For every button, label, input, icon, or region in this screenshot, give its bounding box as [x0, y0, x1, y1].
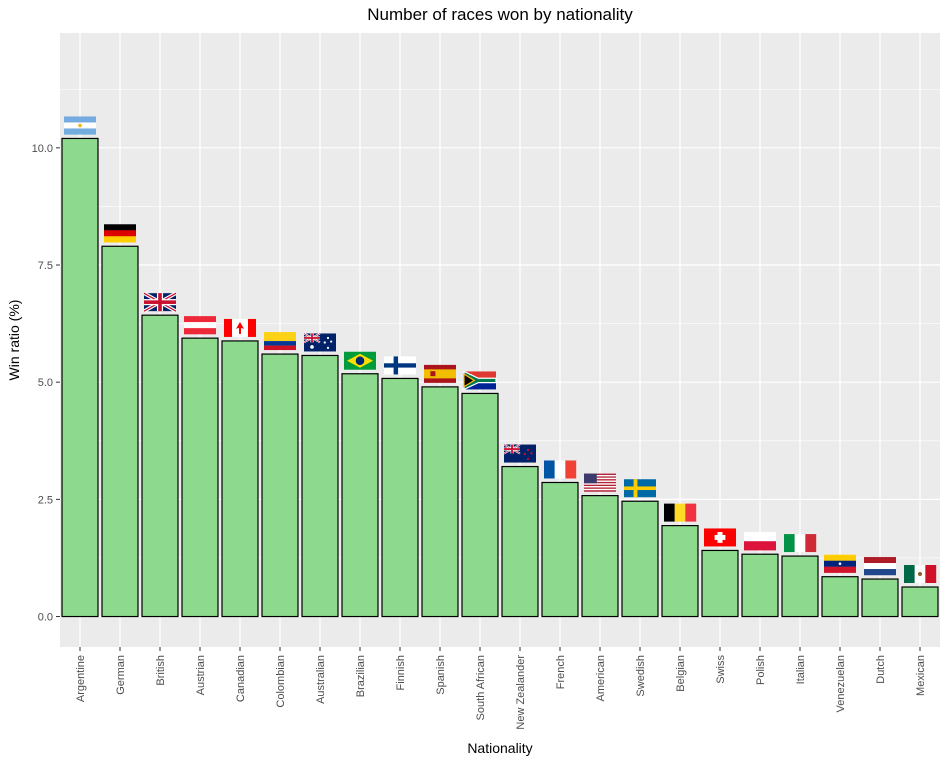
bar-canadian [221, 340, 259, 618]
y-tick-label: 2.5 [38, 494, 53, 506]
x-tick-label: Finnish [395, 655, 407, 690]
bar-south-african [461, 392, 499, 618]
x-tick-label: Mexican [915, 655, 927, 696]
x-tick-label: Australian [315, 655, 327, 704]
bar-colombian [261, 353, 299, 618]
x-tick-label: Spanish [435, 655, 447, 695]
bar-mexican [901, 586, 939, 618]
venezuela-flag-icon [824, 554, 856, 573]
x-tick-label: Brazilian [355, 655, 367, 697]
bar-swiss [701, 549, 739, 618]
x-tick-label: Italian [795, 655, 807, 684]
bar-argentine [61, 137, 99, 618]
bar-venezuelan [821, 576, 859, 618]
x-tick-label: Swedish [635, 655, 647, 697]
uk-flag-icon [143, 291, 177, 313]
australia-flag-icon [303, 332, 336, 352]
bar-italian [781, 555, 819, 618]
x-tick-label: Austrian [195, 655, 207, 695]
bar-british [141, 314, 179, 618]
x-tick-label: South African [475, 655, 487, 720]
x-axis: Argentine German British Austrian Canadian Co… [75, 647, 927, 730]
y-tick-label: 10.0 [32, 143, 53, 155]
italy-flag-icon [784, 534, 817, 553]
france-flag-icon [544, 460, 577, 479]
y-axis-title: Win ratio (%) [6, 300, 22, 381]
chart-title: Number of races won by nationality [367, 5, 633, 24]
y-axis: 0.0 2.5 5.0 7.5 10.0 [32, 143, 60, 624]
x-tick-label: Canadian [235, 655, 247, 702]
x-tick-label: Argentine [75, 655, 87, 702]
bar-finnish [381, 377, 419, 618]
bar-brazilian [341, 373, 379, 618]
finland-flag-icon [384, 356, 416, 375]
bar-spanish [421, 386, 459, 618]
bar-french [541, 481, 579, 618]
bar-new-zealander [501, 465, 539, 618]
usa-flag-icon [584, 473, 616, 492]
bar-american [581, 495, 619, 618]
bar-swedish [621, 500, 659, 618]
austria-flag-icon [184, 316, 216, 335]
y-tick-label: 0.0 [38, 612, 53, 624]
mexico-flag-icon [904, 565, 937, 584]
bar-polish [741, 553, 779, 618]
colombia-flag-icon [264, 332, 296, 351]
x-tick-label: Swiss [715, 655, 727, 684]
x-axis-title: Nationality [467, 740, 532, 756]
switzerland-flag-icon [704, 528, 736, 547]
x-tick-label: German [115, 655, 127, 695]
germany-flag-icon [104, 224, 136, 243]
x-tick-label: New Zealander [515, 655, 527, 730]
argentina-flag-icon [64, 116, 96, 135]
x-tick-label: Dutch [875, 655, 887, 684]
y-tick-label: 7.5 [38, 260, 53, 272]
spain-flag-icon [424, 364, 456, 383]
new-zealand-flag-icon [503, 443, 536, 463]
bars [61, 137, 939, 618]
poland-flag-icon [744, 532, 776, 551]
x-tick-label: Colombian [275, 655, 287, 708]
x-tick-label: American [595, 655, 607, 701]
x-tick-label: French [555, 655, 567, 689]
sweden-flag-icon [624, 479, 656, 498]
flag-icons [64, 116, 937, 584]
x-tick-label: Venezuelan [835, 655, 847, 713]
south-africa-flag-icon [463, 370, 497, 391]
x-tick-label: British [155, 655, 167, 686]
bar-australian [301, 354, 339, 618]
netherlands-flag-icon [864, 557, 896, 576]
bar-belgian [661, 525, 699, 618]
brazil-flag-icon [344, 351, 376, 370]
canada-flag-icon [224, 318, 256, 337]
x-tick-label: Polish [755, 655, 767, 685]
y-tick-label: 5.0 [38, 377, 53, 389]
bar-dutch [861, 578, 899, 618]
bar-german [101, 245, 139, 618]
x-tick-label: Belgian [675, 655, 687, 692]
bar-austrian [181, 337, 219, 618]
belgium-flag-icon [664, 503, 697, 522]
